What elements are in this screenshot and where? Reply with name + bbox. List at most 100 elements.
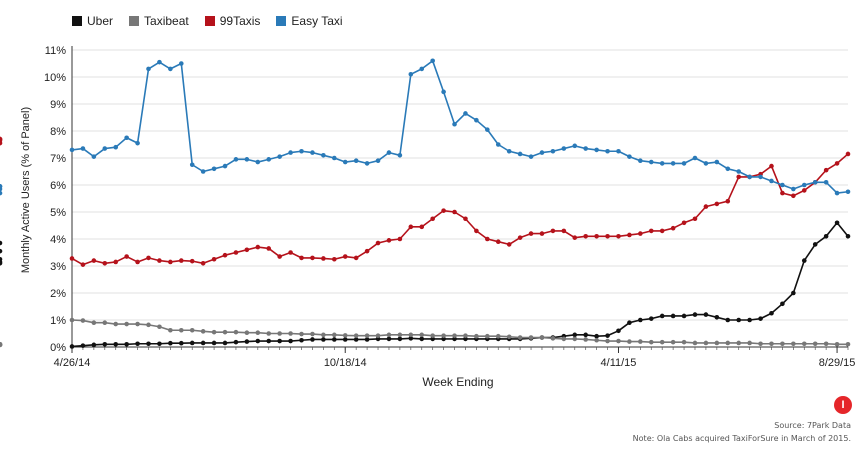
data-point-taxibeat [703, 340, 709, 346]
data-point-taxibeat [266, 331, 272, 336]
data-point-taxibeat [736, 340, 742, 346]
data-point-uber [583, 332, 588, 338]
data-point-uber [277, 338, 282, 344]
data-point-99taxis [485, 236, 490, 242]
data-point-easy-taxi [812, 180, 818, 185]
data-point-99taxis [714, 201, 720, 207]
data-point-99taxis [659, 228, 665, 234]
data-point-taxibeat [102, 320, 108, 326]
data-point-uber [408, 336, 414, 341]
data-point-easy-taxi [583, 146, 588, 151]
data-point-99taxis [233, 250, 239, 255]
data-point-99taxis [528, 231, 534, 236]
data-point-taxibeat [189, 327, 195, 333]
data-point-uber [419, 336, 425, 342]
data-point-taxibeat [627, 339, 632, 344]
data-point-uber [594, 333, 599, 339]
data-point-taxibeat [638, 339, 643, 344]
data-point-uber [113, 342, 119, 347]
data-point-99taxis [168, 259, 173, 265]
data-point-taxibeat [528, 335, 534, 340]
data-point-taxibeat [178, 327, 184, 333]
data-point-uber [616, 328, 621, 334]
data-point-99taxis [823, 167, 829, 173]
data-point-taxibeat [714, 340, 720, 346]
data-point-uber [463, 336, 468, 342]
data-point-easy-taxi [408, 72, 414, 77]
data-point-99taxis [353, 255, 359, 261]
data-point-99taxis [397, 236, 403, 242]
data-point-taxibeat [550, 336, 556, 341]
y-tick-label: 11% [45, 45, 66, 57]
data-point-easy-taxi [430, 58, 435, 64]
data-point-uber [299, 337, 304, 343]
data-point-easy-taxi [627, 154, 632, 159]
data-point-uber [124, 342, 129, 347]
data-point-uber [80, 343, 86, 348]
data-point-taxibeat [255, 330, 261, 335]
data-point-99taxis [583, 234, 588, 239]
data-point-easy-taxi [638, 158, 643, 163]
data-point-taxibeat [452, 333, 457, 338]
data-point-uber [222, 340, 228, 346]
data-point-99taxis [321, 256, 326, 261]
data-point-taxibeat [845, 342, 851, 347]
data-point-easy-taxi [834, 190, 840, 196]
y-tick-label: 5% [50, 207, 66, 219]
data-point-easy-taxi [441, 89, 446, 95]
data-point-easy-taxi [823, 180, 829, 185]
data-point-easy-taxi [310, 150, 315, 155]
data-point-taxibeat [780, 341, 785, 347]
data-point-99taxis [780, 190, 785, 196]
data-point-taxibeat [659, 339, 665, 345]
legend-item-taxibeat[interactable]: Taxibeat [129, 14, 189, 28]
data-point-easy-taxi [0, 184, 3, 189]
data-point-easy-taxi [255, 159, 261, 165]
data-point-99taxis [572, 235, 578, 240]
data-point-easy-taxi [758, 174, 763, 180]
data-point-99taxis [91, 258, 97, 263]
data-point-easy-taxi [714, 159, 720, 165]
data-point-uber [397, 336, 403, 342]
data-point-taxibeat [474, 333, 479, 339]
data-point-99taxis [102, 261, 108, 266]
data-point-99taxis [375, 240, 381, 246]
legend-item-uber[interactable]: Uber [72, 14, 113, 28]
data-point-99taxis [616, 234, 621, 239]
data-point-uber [178, 340, 184, 346]
data-point-easy-taxi [375, 158, 381, 163]
legend-swatch-easy-taxi [276, 16, 287, 26]
data-point-uber [736, 317, 742, 323]
data-point-taxibeat [124, 321, 129, 327]
data-point-taxibeat [441, 333, 446, 338]
data-point-easy-taxi [178, 61, 184, 66]
data-point-uber [332, 337, 337, 342]
data-point-99taxis [189, 258, 195, 264]
data-point-99taxis [550, 228, 556, 234]
data-point-easy-taxi [168, 66, 173, 72]
data-point-uber [758, 316, 763, 321]
data-point-99taxis [255, 244, 261, 250]
legend-item-99taxis[interactable]: 99Taxis [204, 14, 260, 28]
data-point-easy-taxi [342, 159, 348, 165]
data-point-uber [703, 312, 709, 317]
data-point-99taxis [506, 242, 512, 247]
data-point-uber [627, 320, 632, 326]
legend: Uber Taxibeat 99Taxis Easy Taxi [72, 14, 343, 28]
data-point-uber [572, 332, 578, 338]
data-point-easy-taxi [539, 150, 545, 155]
data-point-easy-taxi [419, 66, 425, 72]
data-point-uber [146, 341, 151, 347]
data-point-99taxis [386, 238, 392, 243]
y-tick-label: 0% [50, 342, 66, 354]
legend-item-easy-taxi[interactable]: Easy Taxi [276, 14, 343, 28]
data-point-easy-taxi [299, 148, 304, 154]
data-point-taxibeat [69, 317, 75, 323]
data-point-uber [0, 240, 3, 246]
y-tick-label: 6% [50, 180, 66, 192]
y-tick-label: 4% [50, 234, 66, 246]
data-point-uber [747, 317, 752, 323]
data-point-uber [375, 336, 381, 342]
y-tick-label: 3% [50, 261, 66, 273]
